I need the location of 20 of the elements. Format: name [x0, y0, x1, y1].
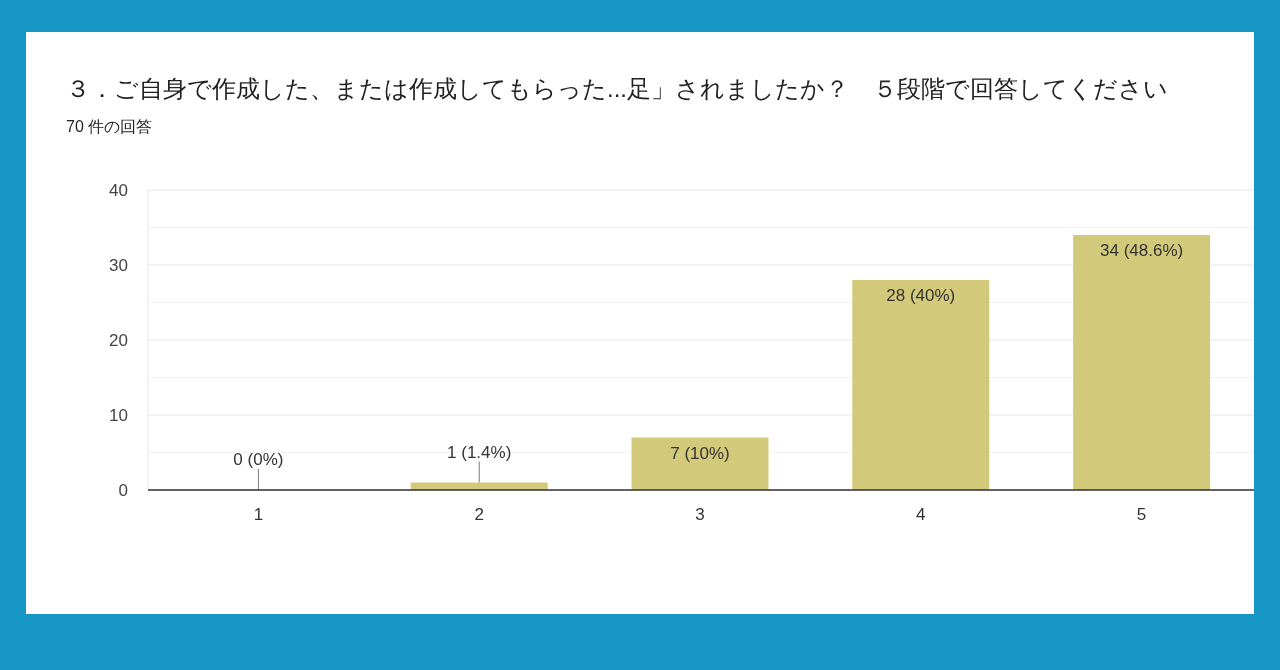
chart-title: ３．ご自身で作成した、または作成してもらった...足」されましたか？ ５段階で回答してください — [66, 75, 1169, 102]
y-tick-label: 40 — [109, 180, 128, 200]
x-tick-label: 2 — [474, 505, 484, 524]
data-label: 7 (10%) — [670, 443, 730, 463]
y-tick-label: 10 — [109, 405, 128, 425]
x-tick-label: 5 — [1136, 505, 1147, 524]
y-tick-label: 20 — [109, 330, 128, 350]
data-label: 28 (40%) — [886, 286, 956, 305]
x-tick-label: 3 — [695, 505, 705, 524]
bar — [631, 437, 769, 490]
data-label: 34 (48.6%) — [1100, 241, 1184, 260]
chart-subtitle: 70 件の回答 — [66, 118, 153, 135]
data-label: 1 (1.4%) — [447, 442, 512, 462]
bar — [1073, 235, 1211, 490]
x-tick-label: 4 — [916, 505, 926, 524]
data-label: 0 (0%) — [233, 450, 284, 469]
y-tick-label: 30 — [109, 255, 128, 275]
bar — [852, 280, 990, 490]
y-tick-label: 0 — [118, 480, 128, 500]
x-tick-label: 1 — [253, 505, 264, 524]
